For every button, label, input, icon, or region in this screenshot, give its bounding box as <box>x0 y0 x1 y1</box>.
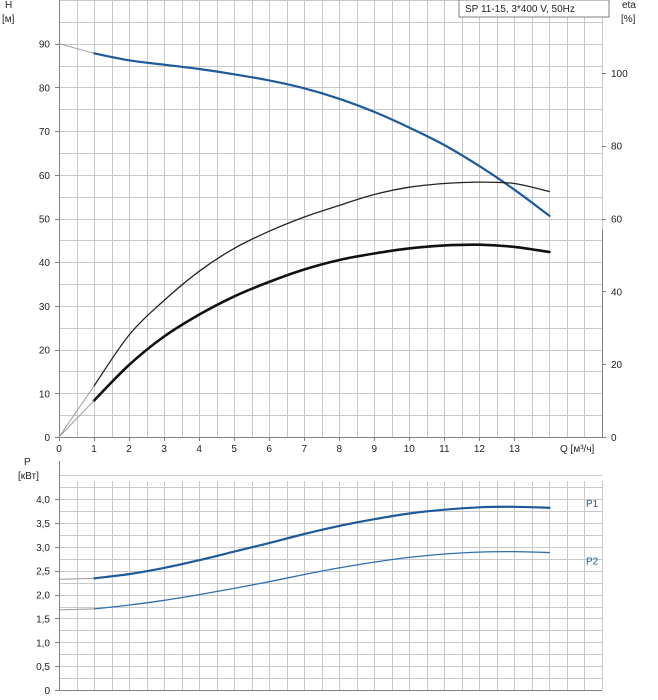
efficiency-thin-curve <box>93 181 551 387</box>
eta-y-tick-label: 100 <box>611 69 628 80</box>
y2-axis-label: eta <box>622 0 636 11</box>
x-tick-label: 12 <box>474 444 486 455</box>
x-tick-label: 8 <box>336 444 342 455</box>
p1-curve <box>92 505 551 580</box>
head-extrapolated-curve <box>58 43 95 54</box>
power-y-tick-label: 3,5 <box>36 519 50 530</box>
power-y-tick-label: 4,0 <box>36 495 50 506</box>
P2-extrapolated <box>58 608 95 611</box>
power-y-tick-label: 1,5 <box>36 614 50 625</box>
head-y-tick-label: 50 <box>39 215 51 226</box>
power-axis-unit: [кВт] <box>18 471 39 482</box>
x-axis-label: Q [м³/ч] <box>560 444 595 455</box>
x-tick-label: 2 <box>126 444 132 455</box>
eta-y-tick-label: 40 <box>611 287 623 298</box>
y-axis-unit: [м] <box>2 14 15 25</box>
x-tick-label: 13 <box>509 444 521 455</box>
head-y-tick-label: 10 <box>39 389 51 400</box>
power-axis-label: P <box>24 457 31 468</box>
head-y-tick-label: 30 <box>39 302 51 313</box>
P1-extrapolated <box>58 577 95 580</box>
x-tick-label: 5 <box>231 444 237 455</box>
head-y-tick-label: 0 <box>44 433 50 444</box>
head-chart-grid <box>59 0 603 437</box>
head-y-tick-label: 20 <box>39 346 51 357</box>
eta-y-tick-label: 0 <box>611 433 617 444</box>
legend-p2: P2 <box>586 557 599 568</box>
x-tick-label: 6 <box>266 444 272 455</box>
x-tick-label: 3 <box>161 444 167 455</box>
power-y-tick-label: 1,0 <box>36 638 50 649</box>
power-y-tick-label: 2,0 <box>36 591 50 602</box>
head-y-tick-label: 60 <box>39 171 51 182</box>
head-y-tick-label: 70 <box>39 127 51 138</box>
eta-y-tick-label: 20 <box>611 360 623 371</box>
efficiency-thin-extrapolated-line <box>58 385 95 438</box>
eta-y-tick-label: 60 <box>611 215 623 226</box>
chart-series: P1 P2 <box>58 43 599 611</box>
x-tick-label: 1 <box>91 444 97 455</box>
efficiency-thick-curve <box>92 243 551 402</box>
x-tick-label: 4 <box>196 444 202 455</box>
power-y-tick-label: 0 <box>44 686 50 697</box>
y-axis-label: H <box>5 0 12 11</box>
head-y-tick-label: 80 <box>39 83 51 94</box>
x-tick-label: 0 <box>56 444 62 455</box>
p2-curve <box>93 550 551 610</box>
eta-y-tick-label: 80 <box>611 142 623 153</box>
power-y-tick-label: 2,5 <box>36 567 50 578</box>
legend-p1: P1 <box>586 499 599 510</box>
head-curve <box>92 52 551 217</box>
x-tick-label: 9 <box>372 444 378 455</box>
power-chart-grid <box>59 475 603 690</box>
chart-labels: H [м] eta [%] Q [м³/ч] P [кВт] <box>2 0 636 482</box>
head-y-tick-label: 90 <box>39 40 51 51</box>
x-tick-label: 7 <box>301 444 307 455</box>
power-y-tick-label: 0,5 <box>36 662 50 673</box>
y2-axis-unit: [%] <box>621 14 636 25</box>
power-y-tick-label: 3,0 <box>36 543 50 554</box>
head-y-tick-label: 40 <box>39 258 51 269</box>
x-tick-label: 10 <box>404 444 416 455</box>
x-tick-label: 11 <box>439 444 450 455</box>
chart-title: SP 11-15, 3*400 V, 50Hz <box>465 4 575 15</box>
efficiency-thick-extrapolated-line <box>58 400 95 438</box>
chart-title-box: SP 11-15, 3*400 V, 50Hz <box>458 0 610 18</box>
